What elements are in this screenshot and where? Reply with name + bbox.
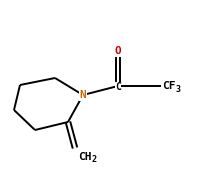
Text: N: N (79, 90, 86, 100)
Text: C: C (115, 82, 120, 92)
Text: CF: CF (161, 81, 175, 91)
Text: CH: CH (78, 152, 91, 162)
Text: 3: 3 (175, 84, 180, 93)
Text: 2: 2 (91, 156, 97, 164)
Text: O: O (114, 46, 121, 56)
